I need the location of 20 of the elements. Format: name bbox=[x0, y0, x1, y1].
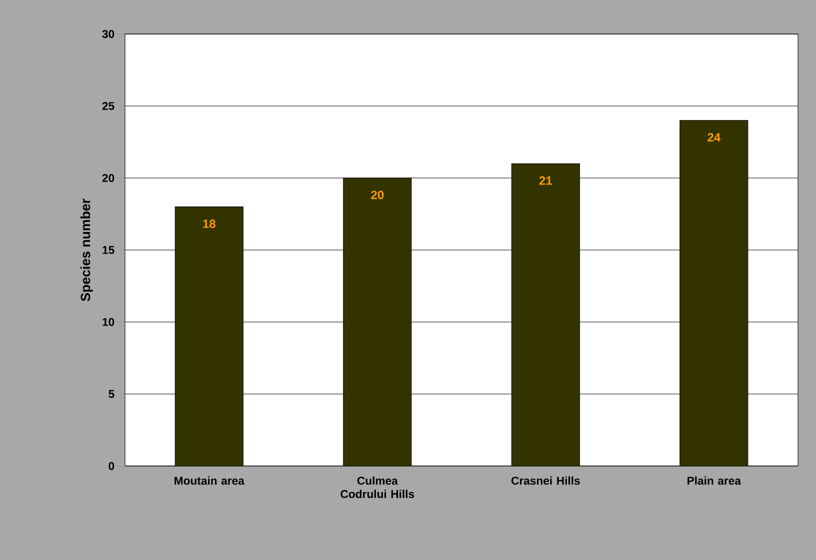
x-tick-label: Crasnei Hills bbox=[511, 476, 580, 485]
data-label: 18 bbox=[203, 220, 216, 228]
bar bbox=[343, 178, 412, 466]
bar bbox=[680, 120, 748, 466]
data-label: 24 bbox=[708, 133, 720, 142]
y-tick-label: 25 bbox=[102, 102, 114, 110]
y-tick-label: 10 bbox=[102, 318, 114, 326]
data-label: 20 bbox=[371, 190, 384, 200]
y-axis-title: Species number bbox=[80, 198, 93, 302]
bar bbox=[511, 163, 580, 466]
data-label: 21 bbox=[539, 176, 552, 185]
y-tick-label: 5 bbox=[108, 390, 114, 398]
y-tick-label: 0 bbox=[108, 462, 114, 470]
x-tick-label: Plain area bbox=[688, 476, 742, 485]
y-tick-label: 20 bbox=[102, 174, 114, 182]
x-tick-label: Moutain area bbox=[174, 476, 244, 485]
y-tick-label: 15 bbox=[102, 246, 114, 254]
y-tick-label: 30 bbox=[102, 30, 114, 38]
bar bbox=[174, 206, 244, 466]
x-tick-label: Culmea Codrului Hills bbox=[340, 476, 414, 498]
